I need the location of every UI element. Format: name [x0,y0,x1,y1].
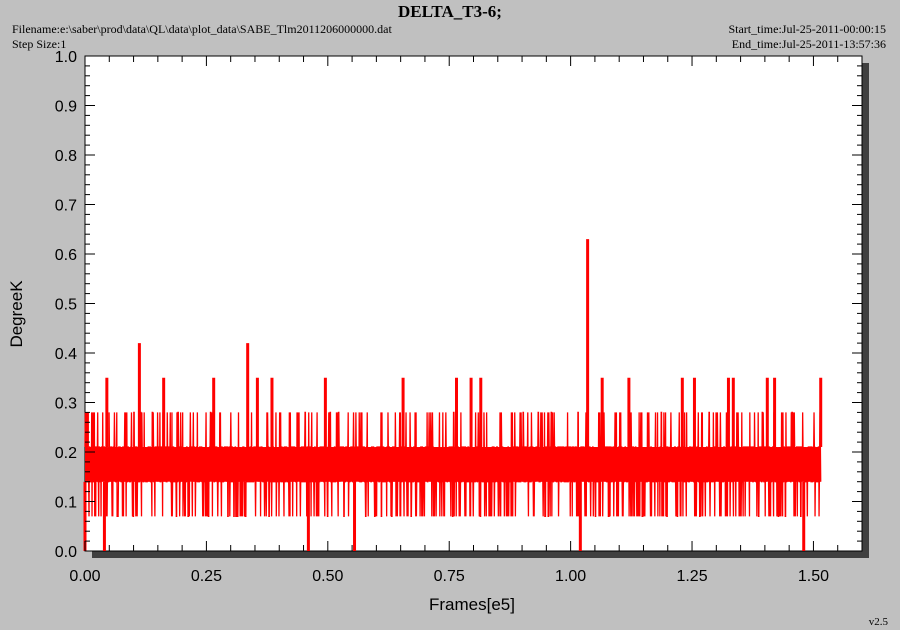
x-tick-label: 0.25 [191,568,222,585]
x-tick-label: 0.75 [434,568,465,585]
start-time-label: Start_time:Jul-25-2011-00:00:15 [728,22,886,36]
y-tick-label: 0.3 [55,396,77,413]
axis-layer: 0.0 0.1 0.2 0.3 0.4 0.5 0.6 0.7 0.8 0.9 1.0 0.00 0.2… [55,49,863,585]
y-tick-label: 0.7 [55,198,77,215]
x-tick-label: 0.50 [312,568,343,585]
y-tick-label: 0.8 [55,148,77,165]
x-tick-label: 1.50 [798,568,829,585]
y-tick-label: 0.9 [55,99,77,116]
x-tick-label: 0.00 [69,568,100,585]
y-tick-label: 1.0 [55,49,77,66]
end-time-label: End_time:Jul-25-2011-13:57:36 [731,37,886,51]
y-tick-label: 0.1 [55,495,77,512]
y-tick-label: 0.4 [55,346,77,363]
series-layer [83,239,823,551]
chart-title: DELTA_T3-6; [398,2,502,21]
y-tick-label: 0.0 [55,544,77,561]
x-axis-label: Frames[e5] [429,595,515,614]
y-tick-label: 0.2 [55,445,77,462]
filename-label: Filename:e:\saber\prod\data\QL\data\plot… [12,22,392,36]
x-tick-label: 1.25 [676,568,707,585]
series-line [84,411,822,517]
y-tick-label: 0.5 [55,297,77,314]
y-tick-label: 0.6 [55,247,77,264]
x-tick-label: 1.00 [555,568,586,585]
step-size-label: Step Size:1 [12,37,67,51]
series-band [85,447,821,482]
y-axis-label: DegreeK [7,280,26,348]
version-label: v2.5 [868,616,888,628]
